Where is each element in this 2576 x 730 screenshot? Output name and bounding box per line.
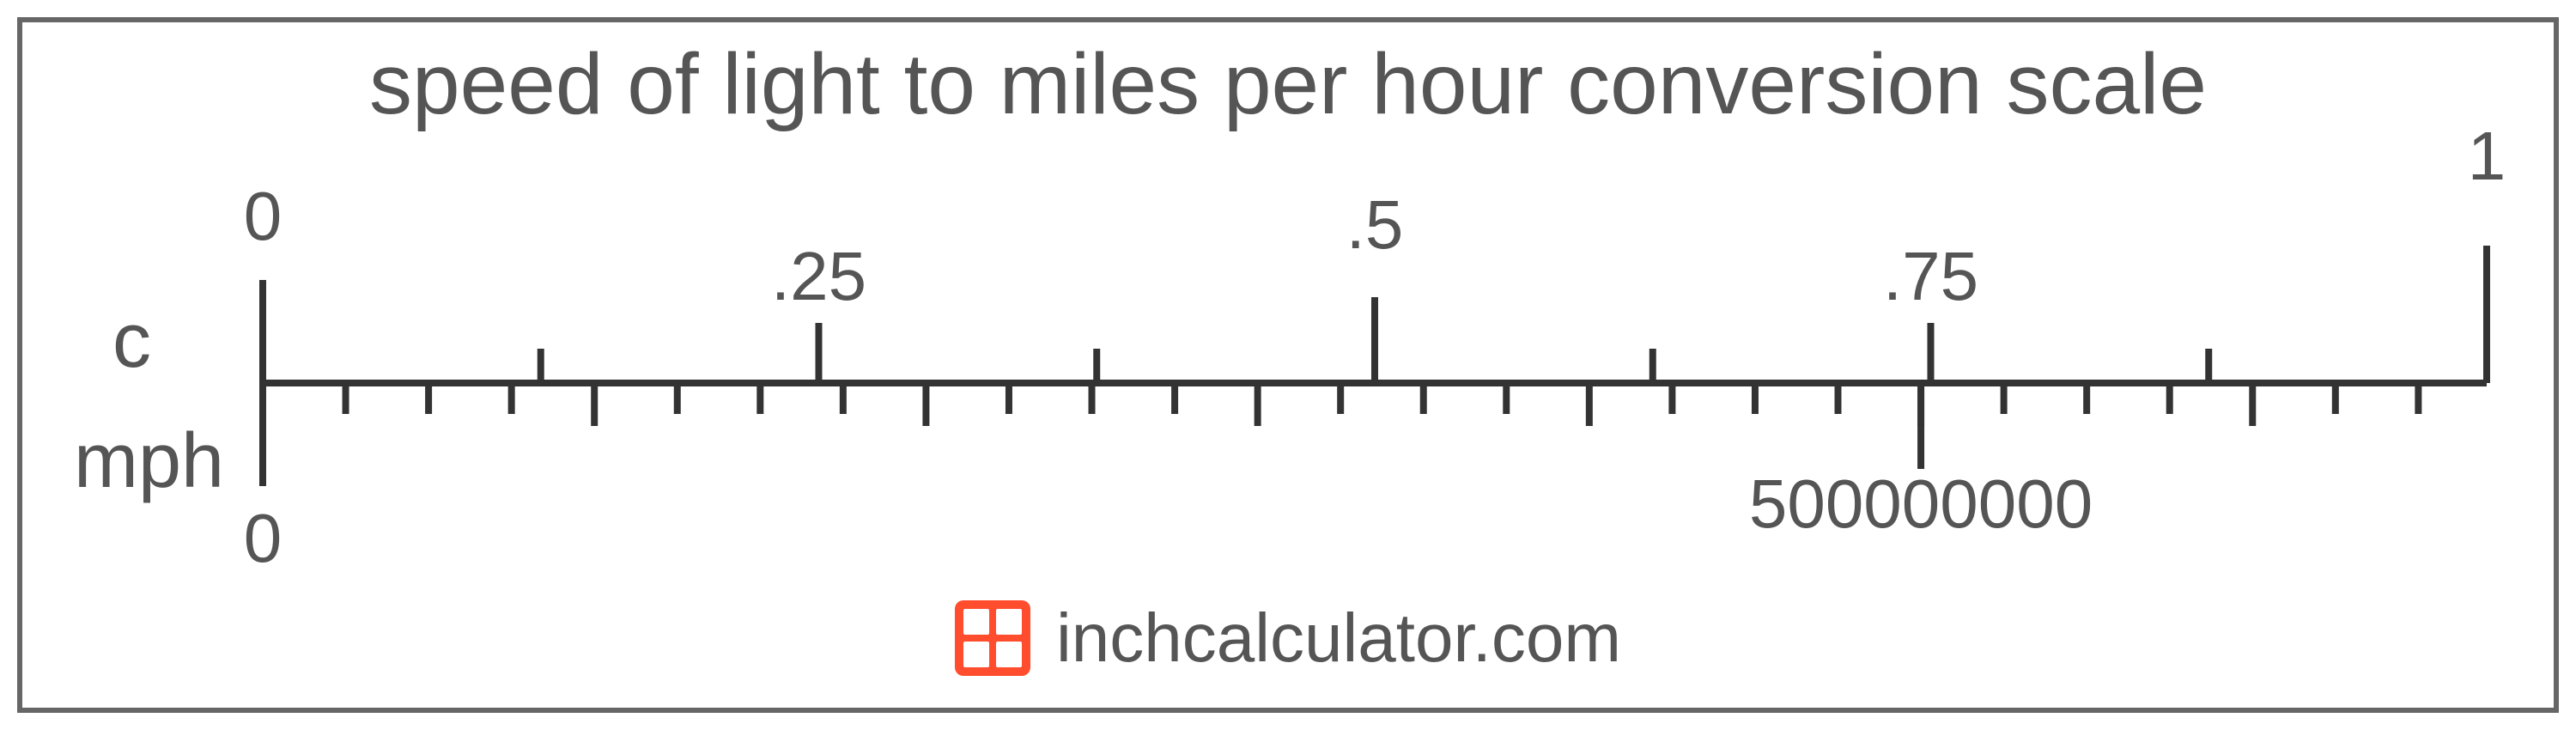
tick-label: 0	[244, 499, 283, 578]
scale-area: c mph 0.25.5.7510500000000	[22, 194, 2554, 538]
tick-label: .75	[1883, 237, 1978, 316]
tick-label: .25	[771, 237, 866, 316]
footer: inchcalculator.com	[22, 599, 2554, 678]
diagram-frame: speed of light to miles per hour convers…	[17, 17, 2559, 713]
diagram-title: speed of light to miles per hour convers…	[22, 35, 2554, 134]
tick-label: .5	[1346, 186, 1404, 265]
scale-svg	[22, 194, 2564, 581]
tick-label: 500000000	[1749, 465, 2093, 544]
tick-label: 0	[244, 177, 283, 256]
footer-text: inchcalculator.com	[1056, 599, 1621, 678]
logo-icon	[955, 600, 1030, 676]
tick-label: 1	[2468, 117, 2506, 196]
